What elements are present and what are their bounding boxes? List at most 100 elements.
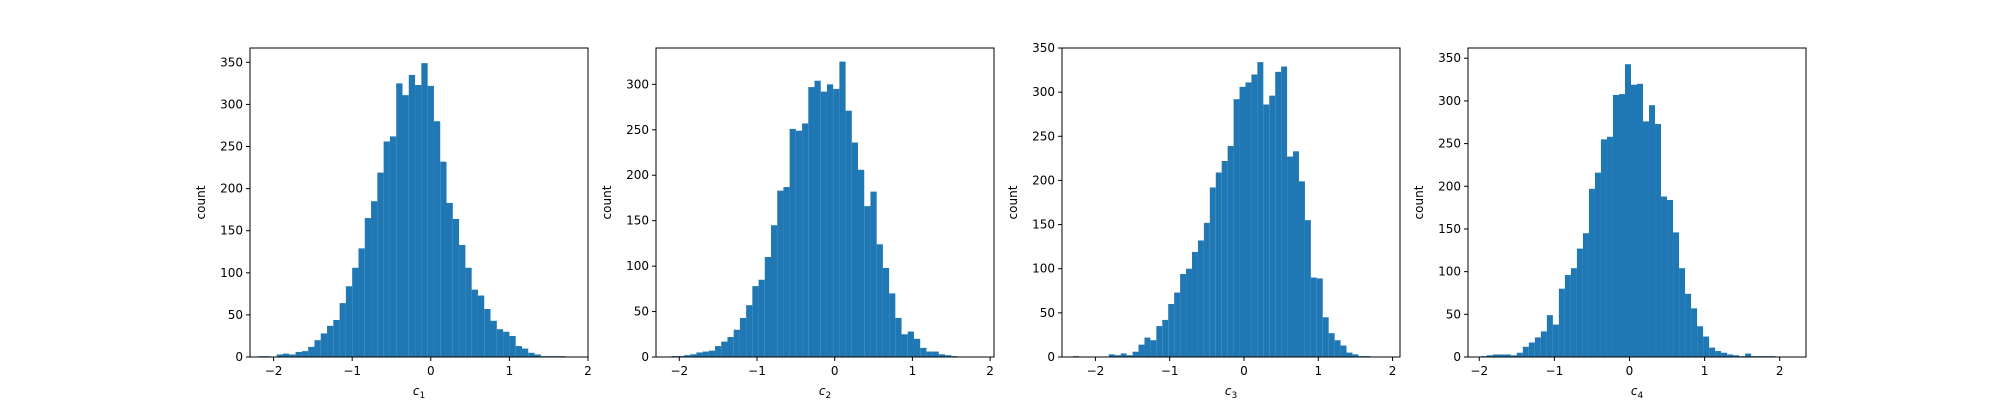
- histogram-bar: [1673, 232, 1680, 357]
- histogram-bar: [746, 305, 753, 357]
- histogram-bar: [901, 334, 908, 357]
- histogram-bar: [396, 83, 403, 357]
- histogram-bar: [1197, 240, 1204, 357]
- y-tick-label: 150: [220, 224, 243, 238]
- x-tick-label: −1: [343, 364, 361, 378]
- histogram-bar: [383, 141, 390, 357]
- histogram-bar: [515, 346, 522, 357]
- histogram-bar: [1316, 278, 1323, 357]
- histogram-bar: [1328, 333, 1335, 357]
- histogram-bar: [1245, 82, 1252, 357]
- histogram-bar: [920, 347, 927, 357]
- histogram-bar: [509, 335, 516, 357]
- histogram-bar: [907, 331, 914, 357]
- histogram-bar: [1685, 293, 1692, 357]
- histogram-bar: [938, 354, 946, 357]
- y-tick-label: 300: [626, 77, 649, 91]
- histogram-bar: [1156, 326, 1163, 357]
- histogram-bar: [1637, 83, 1644, 357]
- histogram-bar: [333, 319, 340, 357]
- histogram-bar: [1594, 172, 1601, 357]
- y-tick-label: 200: [1438, 179, 1461, 193]
- histogram-bar: [702, 351, 709, 357]
- histogram-bar: [1522, 346, 1529, 357]
- histogram-bar: [795, 130, 803, 357]
- subplot-1: −2 −1 0 1 2 0 50 100 150 200 250 300 350 c1 count: [194, 47, 592, 400]
- x-tick-label: 0: [831, 364, 839, 378]
- axes-frame: [249, 47, 589, 358]
- subplot-4: −2 −1 0 1 2 0 50 100 150 200 250 300 350 c4 count: [1412, 47, 1807, 400]
- x-tick-label: 1: [506, 364, 514, 378]
- histogram-bar: [1486, 355, 1493, 357]
- y-tick-label: 250: [220, 140, 243, 154]
- y-tick-label: 200: [220, 182, 243, 196]
- histogram-bar: [308, 346, 315, 357]
- histogram-bar: [1186, 268, 1192, 357]
- x-tick-label: 1: [1314, 364, 1322, 378]
- histogram-bar: [1703, 336, 1710, 357]
- histogram-bar: [1269, 95, 1276, 357]
- x-axis-label: c4: [1631, 384, 1644, 400]
- histogram-bar: [1498, 354, 1505, 357]
- histogram-bar: [1298, 181, 1305, 357]
- histogram-bar: [1709, 347, 1716, 357]
- histogram-bar: [1552, 324, 1559, 357]
- histogram-bar: [895, 317, 902, 357]
- histogram-bar: [377, 172, 384, 357]
- x-tick-label: 2: [1776, 364, 1784, 378]
- x-tick-label: 1: [1701, 364, 1709, 378]
- x-axis-label: c3: [1225, 384, 1237, 400]
- histogram-bar: [1588, 188, 1595, 357]
- histogram-bar: [721, 341, 728, 357]
- histogram-bar: [471, 289, 478, 357]
- histogram-bar: [1691, 308, 1698, 357]
- histogram-bar: [1346, 352, 1353, 357]
- histogram-bar: [339, 303, 346, 357]
- axes-frame: [655, 47, 995, 358]
- histogram-bar: [490, 320, 497, 357]
- histogram-bar: [528, 352, 535, 357]
- histogram-bar: [1227, 145, 1234, 357]
- histogram-bar: [802, 123, 809, 358]
- histogram-bar: [770, 225, 778, 357]
- histogram-bar: [882, 267, 890, 357]
- y-tick-label: 0: [641, 350, 649, 364]
- histogram-bar: [440, 161, 447, 357]
- y-tick-label: 150: [1032, 218, 1055, 232]
- histogram-bar: [534, 354, 541, 357]
- histogram-bar: [1138, 344, 1145, 357]
- y-tick-label: 300: [1438, 94, 1461, 108]
- histogram-bar: [820, 91, 827, 357]
- histogram-bar: [1733, 355, 1740, 357]
- histogram-bar: [845, 110, 852, 357]
- histogram-bar: [727, 337, 734, 357]
- histogram-bar: [1287, 156, 1294, 357]
- histogram-bar: [1340, 345, 1347, 357]
- histogram-bar: [295, 351, 302, 357]
- histogram-bar: [1168, 304, 1175, 357]
- histogram-bar: [690, 354, 697, 357]
- histogram-bar: [1120, 353, 1127, 357]
- histogram-bar: [1310, 277, 1317, 357]
- histogram-bar: [1546, 315, 1553, 357]
- y-tick-label: 350: [1032, 41, 1055, 55]
- histogram-bar: [314, 340, 321, 357]
- histogram-bar: [421, 63, 428, 358]
- histogram-bar: [1281, 66, 1288, 357]
- histogram-bar: [789, 128, 796, 357]
- x-axis-label-subscript: 3: [1231, 391, 1237, 400]
- histogram-bar: [1564, 275, 1571, 357]
- histogram-bar: [1534, 337, 1541, 357]
- histogram-bar: [1721, 352, 1728, 357]
- histogram-bar: [452, 218, 460, 357]
- y-tick-label: 100: [1032, 262, 1055, 276]
- histogram-bar: [484, 309, 491, 357]
- histogram-bar: [1293, 151, 1299, 357]
- x-axis-label: c2: [819, 384, 831, 400]
- y-tick-label: 200: [626, 168, 649, 182]
- y-tick-label: 50: [1040, 306, 1055, 320]
- histogram-bar: [851, 142, 859, 357]
- histogram-bar: [1215, 172, 1222, 357]
- histogram-bar: [926, 351, 933, 357]
